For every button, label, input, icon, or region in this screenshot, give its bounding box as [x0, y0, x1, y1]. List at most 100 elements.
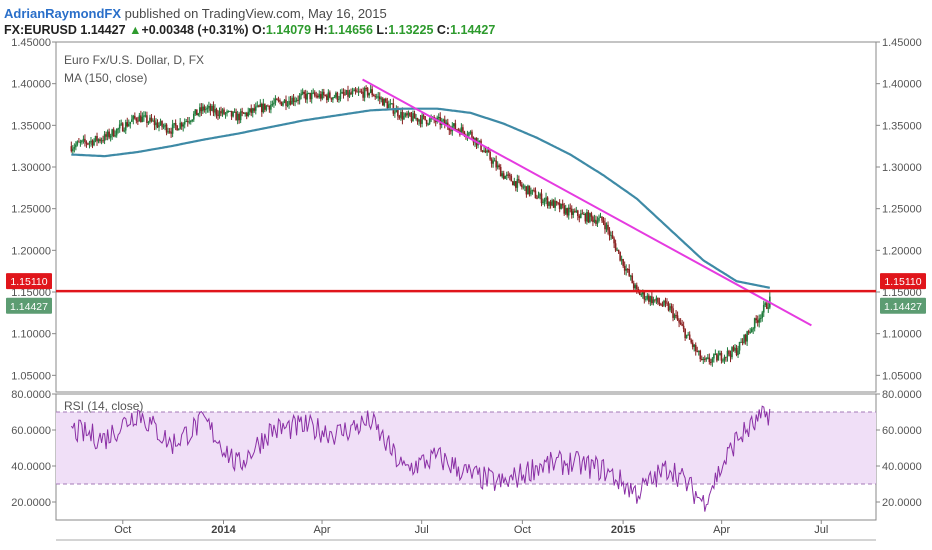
candle-body [313, 92, 316, 96]
candle-body [196, 109, 198, 116]
candle-body [575, 210, 578, 212]
candle-body [673, 314, 676, 318]
x-tick-label: Oct [514, 524, 531, 536]
candle-body [242, 112, 245, 114]
candle-body [584, 213, 587, 222]
candle-body [723, 356, 726, 361]
candle-body [527, 185, 529, 195]
candle-body [254, 106, 257, 111]
candle-body [280, 101, 283, 106]
candle-body [227, 110, 230, 112]
candle-body [620, 259, 623, 261]
candle-body [276, 98, 278, 100]
candle-body [262, 103, 265, 113]
candle-body [353, 89, 355, 92]
y-tick-label-left: 1.35000 [11, 120, 51, 132]
candle-body [176, 125, 178, 131]
candle-body [134, 115, 136, 119]
candle-body [445, 122, 448, 125]
candle-body [268, 105, 271, 110]
candle-body [468, 132, 470, 136]
candle-body [478, 140, 481, 142]
x-tick-label: Jul [415, 524, 429, 536]
candle-body [660, 303, 662, 306]
candle-body [221, 109, 224, 114]
y-tick-label-right: 1.25000 [882, 204, 922, 216]
candle-body [91, 140, 94, 146]
candle-body [232, 111, 234, 117]
candle-body [177, 128, 180, 131]
candle-body [569, 207, 572, 209]
candle-body [702, 358, 705, 360]
x-tick-label: Oct [114, 524, 131, 536]
candle-body [595, 219, 597, 224]
x-tick-label: Apr [313, 524, 330, 536]
candle-body [85, 141, 88, 144]
candle-body [183, 121, 186, 125]
candle-body [422, 115, 425, 117]
candle-body [703, 358, 706, 360]
candle-body [224, 113, 227, 115]
candle-body [545, 197, 547, 200]
candle-body [197, 113, 200, 116]
symbol-label[interactable]: FX:EURUSD [4, 23, 77, 37]
candle-body [338, 98, 340, 100]
candle-body [270, 104, 272, 110]
candle-body [341, 91, 343, 94]
candle-body [226, 111, 228, 114]
rsi-tick-label-left: 20.0000 [11, 497, 51, 509]
candle-body [97, 139, 100, 142]
candle-body [759, 317, 762, 319]
candle-body [623, 265, 626, 271]
candle-body [518, 179, 520, 181]
candle-body [731, 347, 733, 358]
candle-body [261, 103, 263, 113]
candle-body [690, 339, 692, 343]
candle-body [697, 350, 700, 352]
y-tick-label-left: 1.25000 [11, 204, 51, 216]
candle-body [312, 92, 315, 94]
candle-body [495, 160, 497, 168]
candle-body [572, 211, 575, 215]
candle-body [159, 121, 162, 125]
candle-body [319, 94, 322, 99]
price-badge-text-right: 1.14427 [884, 301, 922, 313]
candle-body [519, 180, 522, 185]
candle-body [329, 92, 331, 98]
candle-body [102, 140, 104, 142]
candle-body [326, 95, 328, 100]
candle-body [153, 120, 156, 126]
candle-body [651, 296, 653, 304]
candle-body [626, 269, 629, 271]
rsi-tick-label-right: 20.0000 [882, 497, 922, 509]
candle-body [649, 296, 652, 302]
rsi-tick-label-left: 40.0000 [11, 461, 51, 473]
candle-body [321, 91, 324, 99]
candle-body [171, 124, 174, 134]
candle-body [158, 124, 160, 128]
candle-body [283, 99, 286, 103]
candle-body [250, 108, 253, 113]
candle-body [549, 201, 552, 206]
candle-body [602, 220, 605, 223]
candle-body [220, 111, 222, 114]
candle-body [648, 295, 650, 302]
quote-line: FX:EURUSD 1.14427 ▲+0.00348 (+0.31%) O:1… [4, 23, 495, 37]
candle-body [764, 303, 767, 305]
candle-body [388, 104, 390, 109]
author-link[interactable]: AdrianRaymondFX [4, 6, 122, 21]
candle-body [611, 235, 614, 239]
candle-body [372, 95, 375, 97]
candle-body [617, 249, 620, 252]
candle-body [676, 315, 679, 321]
candle-body [271, 104, 274, 106]
y-tick-label-right: 1.15000 [882, 287, 922, 299]
candle-body [640, 294, 643, 296]
candle-body [419, 119, 422, 124]
candle-body [566, 208, 569, 216]
candle-body [247, 111, 250, 117]
candle-body [365, 87, 367, 89]
candle-body [654, 299, 656, 301]
candle-body [140, 115, 142, 123]
